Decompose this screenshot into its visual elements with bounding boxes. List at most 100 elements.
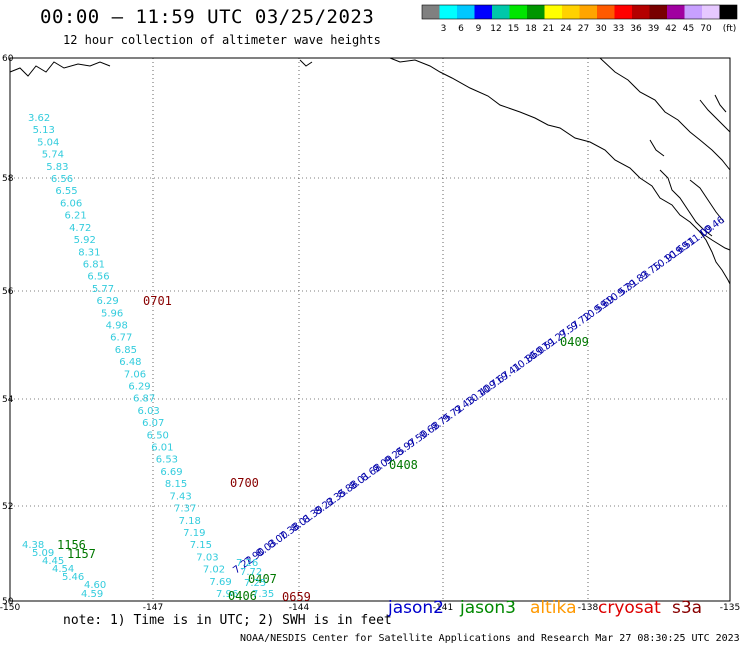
track-a-value: 6.81 <box>83 259 105 270</box>
colorbar-swatch <box>492 5 510 19</box>
track-a-value: 5.74 <box>42 150 64 161</box>
track-a-value: 6.50 <box>147 430 169 441</box>
track-a-value: 6.01 <box>151 443 173 454</box>
latitude-label: 60 <box>2 54 14 64</box>
colorbar-swatch <box>684 5 702 19</box>
track-a-value: 6.55 <box>55 186 77 197</box>
coastline <box>9 57 731 285</box>
colorbar-tick-label: 27 <box>578 24 589 34</box>
colorbar-tick-label: 9 <box>476 24 482 34</box>
footer-credit: NOAA/NESDIS Center for Satellite Applica… <box>240 633 740 644</box>
coastline-southeast <box>699 231 731 285</box>
colorbar-swatch <box>579 5 597 19</box>
legend-cryosat: cryosat <box>598 598 661 618</box>
track-a-value: 8.15 <box>165 479 187 490</box>
track-a-value: 6.85 <box>115 345 137 356</box>
colorbar-swatch <box>457 5 475 19</box>
colorbar-swatch <box>439 5 457 19</box>
track-c-value: 4.38 <box>22 540 44 551</box>
track-c-time-1: 1156 <box>57 538 86 552</box>
colorbar-swatch <box>527 5 545 19</box>
latitude-label: 52 <box>2 502 13 512</box>
colorbar-tick-label: 18 <box>525 24 537 34</box>
track-c-value: 5.09 <box>32 548 54 559</box>
longitude-label: -141 <box>433 603 453 613</box>
track-c-value: 4.45 <box>42 556 64 567</box>
colorbar-tick-label: 45 <box>683 24 694 34</box>
track-a-value: 6.53 <box>156 455 178 466</box>
latitude-label: 56 <box>2 287 14 297</box>
colorbar-swatch <box>562 5 580 19</box>
track-d-value: 7.26 <box>236 558 258 569</box>
track-a-value: 5.83 <box>46 162 68 173</box>
track-a-value: 6.07 <box>142 418 164 429</box>
track-d-value: 7.35 <box>252 589 274 600</box>
color-scale-bar: 3 6 9 12 15 18 21 24 27 30 33 36 39 42 45 70 (ft) <box>421 4 738 34</box>
colorbar-swatch <box>632 5 650 19</box>
track-c-value: 4.54 <box>52 564 74 575</box>
longitude-label: -135 <box>720 603 740 613</box>
coastline-main <box>389 57 731 251</box>
track-c-value: 4.60 <box>84 580 106 591</box>
longitude-label: -138 <box>578 603 599 613</box>
track-a-value: 6.56 <box>51 174 73 185</box>
track-a-value: 6.87 <box>133 394 155 405</box>
colorbar-swatch <box>719 5 737 19</box>
colorbar-tick-label: 36 <box>630 24 642 34</box>
colorbar-tick-label: 42 <box>665 24 676 34</box>
track-c-value: 5.46 <box>62 572 84 583</box>
colorbar-tick-label: 12 <box>490 24 501 34</box>
map-title: 00:00 – 11:59 UTC 03/25/2023 <box>40 6 375 28</box>
track-b-time-start: 0408 <box>389 458 418 472</box>
colorbar-tick-label: 39 <box>648 24 660 34</box>
track-a-value: 5.96 <box>101 308 123 319</box>
colorbar-swatch <box>509 5 527 19</box>
colorbar-tick-label: 24 <box>560 24 572 34</box>
legend-altika: altika <box>530 598 577 618</box>
colorbar-swatch <box>544 5 562 19</box>
track-a-value: 6.03 <box>138 406 160 417</box>
legend-jason3: jason3 <box>460 598 516 618</box>
colorbar-tick-label: 21 <box>543 24 554 34</box>
latitude-label: 54 <box>2 395 14 405</box>
track-a-value: 7.03 <box>196 552 218 563</box>
track-a-value: 6.29 <box>96 296 118 307</box>
track-a-time-2: 0700 <box>230 476 259 490</box>
track-a-value: 5.13 <box>33 125 55 136</box>
track-a-value: 5.77 <box>92 284 114 295</box>
track-a-value: 4.72 <box>69 223 91 234</box>
longitude-label: -150 <box>0 603 20 613</box>
map-subtitle: 12 hour collection of altimeter wave hei… <box>63 33 381 47</box>
graticule <box>10 58 730 601</box>
colorbar-swatch <box>614 5 632 19</box>
track-a-value: 6.21 <box>65 211 87 222</box>
track-a-value: 7.96 <box>216 589 238 600</box>
legend-s3a: s3a <box>672 598 703 618</box>
colorbar-tick-label: 70 <box>700 24 712 34</box>
track-a-value: 7.02 <box>203 565 225 576</box>
track-a-value: 7.15 <box>190 540 212 551</box>
colorbar-tick-label: 3 <box>441 24 447 34</box>
colorbar-tick-label: 30 <box>595 24 607 34</box>
track-a-value: 4.98 <box>106 320 128 331</box>
coastline-islands <box>649 94 731 237</box>
colorbar-tick-label: 6 <box>458 24 464 34</box>
colorbar-swatch <box>422 5 440 19</box>
colorbar-unit: (ft) <box>723 24 737 34</box>
colorbar-swatch <box>702 5 720 19</box>
footer-note: note: 1) Time is in UTC; 2) SWH is in fe… <box>63 613 392 628</box>
track-a-value: 7.37 <box>174 504 196 515</box>
track-a-value: 3.62 <box>28 113 50 124</box>
colorbar-outline <box>421 4 738 20</box>
track-b-time-bottom: 0406 <box>228 589 257 603</box>
colorbar-swatch <box>667 5 685 19</box>
colorbar-swatch <box>474 5 492 19</box>
axis-labels: 60 58 56 54 52 50-150 -147 -144 -141 -138 -135 <box>0 54 740 613</box>
latitude-label: 50 <box>2 597 14 607</box>
track-a-value: 6.69 <box>160 467 182 478</box>
track-c-value: 4.59 <box>81 589 103 600</box>
legend-jason2: jason2 <box>388 598 444 618</box>
coastline-inner <box>599 57 731 171</box>
track-d-time: 0659 <box>282 590 311 604</box>
